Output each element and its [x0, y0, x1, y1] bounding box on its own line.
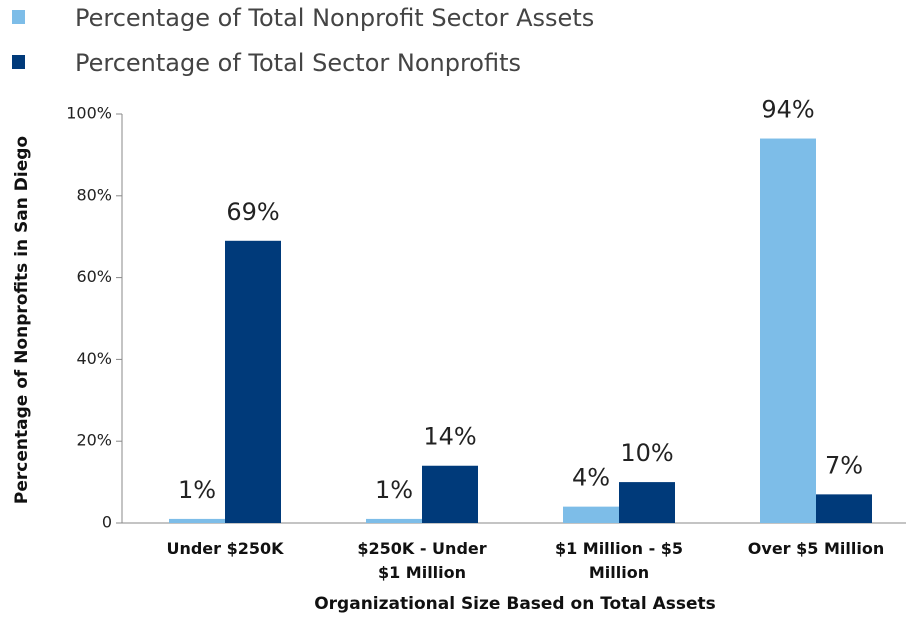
bar: [563, 506, 619, 523]
legend-label: Percentage of Total Sector Nonprofits: [75, 49, 521, 77]
bar: [422, 465, 478, 523]
legend-swatch: [12, 55, 25, 69]
value-label: 14%: [423, 423, 476, 451]
legend-swatch: [12, 10, 25, 24]
value-label: 1%: [178, 476, 216, 504]
value-label: 69%: [226, 198, 279, 226]
x-tick-label: Under $250K: [166, 539, 284, 558]
value-label: 4%: [572, 464, 610, 492]
y-axis-label: Percentage of Nonprofits in San Diego: [12, 136, 32, 504]
y-tick-label: 0: [102, 513, 112, 532]
value-label: 7%: [825, 451, 863, 479]
bar: [225, 240, 281, 524]
value-label: 94%: [761, 96, 814, 124]
y-tick-label: 100%: [66, 104, 112, 123]
x-tick-label: $250K - Under $1 Million: [357, 539, 487, 582]
y-tick-label: 80%: [76, 185, 112, 204]
x-tick-label: Over $5 Million: [747, 539, 885, 558]
value-label: 10%: [620, 439, 673, 467]
bar: [816, 494, 872, 523]
x-axis-label: Organizational Size Based on Total Asset…: [314, 594, 716, 614]
y-tick-label: 60%: [76, 267, 112, 286]
bar: [760, 138, 816, 524]
bar: [169, 518, 225, 523]
value-label: 1%: [375, 476, 413, 504]
legend-label: Percentage of Total Nonprofit Sector Ass…: [75, 4, 594, 32]
bar: [619, 482, 675, 523]
bar: [366, 518, 422, 523]
y-tick-label: 40%: [76, 349, 112, 368]
x-tick-label: $1 Million - $5 Million: [554, 539, 684, 582]
y-tick-label: 20%: [76, 431, 112, 450]
